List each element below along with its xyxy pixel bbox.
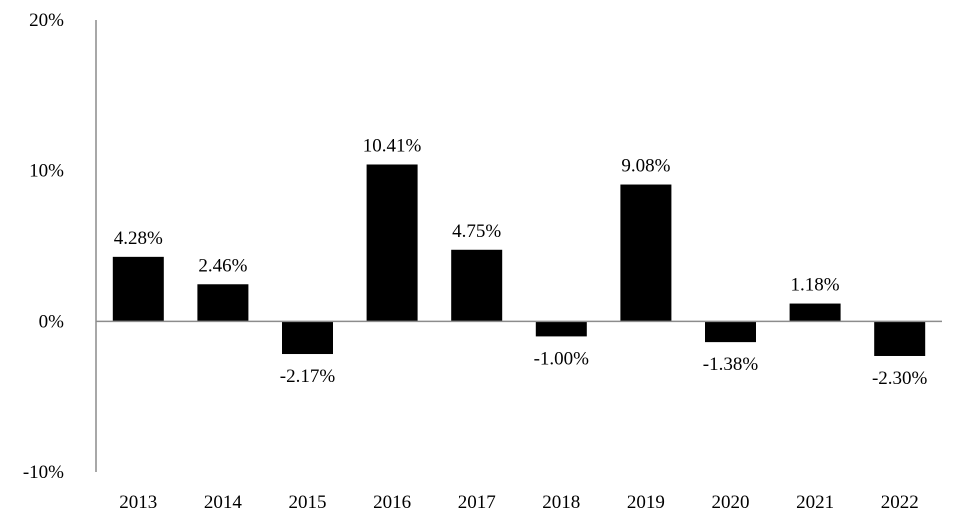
data-label-2019: 9.08%: [621, 156, 670, 177]
bar-2018: [535, 321, 587, 337]
bar-2019: [620, 184, 672, 322]
data-label-2018: -1.00%: [534, 348, 590, 369]
bar-2015: [282, 321, 333, 355]
x-axis-ticks: 2013 2014 2015 2016 2017 2018 2019 2020 2021 2022: [119, 492, 918, 513]
y-tick-label: 20%: [29, 10, 64, 31]
bar-2021: [789, 303, 841, 322]
data-label-2014: 2.46%: [198, 255, 247, 276]
data-labels: 4.28% 2.46% -2.17% 10.41% 4.75% -1.00% 9.08% -1…: [114, 135, 928, 388]
x-tick-label: 2019: [627, 492, 665, 513]
bar-2013: [112, 256, 164, 322]
bar-2016: [366, 164, 418, 322]
y-tick-label: 0%: [39, 311, 65, 332]
data-label-2020: -1.38%: [703, 354, 759, 375]
bar-2017: [451, 249, 503, 322]
x-tick-label: 2020: [712, 492, 750, 513]
x-tick-label: 2015: [289, 492, 327, 513]
x-tick-label: 2021: [796, 492, 834, 513]
x-tick-label: 2013: [119, 492, 157, 513]
data-label-2013: 4.28%: [114, 228, 163, 249]
data-label-2017: 4.75%: [452, 221, 501, 242]
x-tick-label: 2017: [458, 492, 496, 513]
bar-2020: [705, 321, 756, 343]
data-label-2021: 1.18%: [791, 275, 840, 296]
data-label-2022: -2.30%: [872, 368, 928, 389]
y-tick-label: -10%: [23, 462, 64, 483]
x-tick-label: 2018: [542, 492, 580, 513]
bar-2014: [197, 284, 249, 322]
x-tick-label: 2016: [373, 492, 411, 513]
y-axis-ticks: 20% 10% 0% -10%: [23, 10, 64, 483]
bar-2022: [874, 321, 926, 356]
data-label-2016: 10.41%: [363, 135, 422, 156]
x-tick-label: 2014: [204, 492, 243, 513]
data-label-2015: -2.17%: [280, 366, 336, 387]
x-tick-label: 2022: [881, 492, 919, 513]
bars: [112, 164, 926, 356]
y-tick-label: 10%: [29, 161, 64, 182]
